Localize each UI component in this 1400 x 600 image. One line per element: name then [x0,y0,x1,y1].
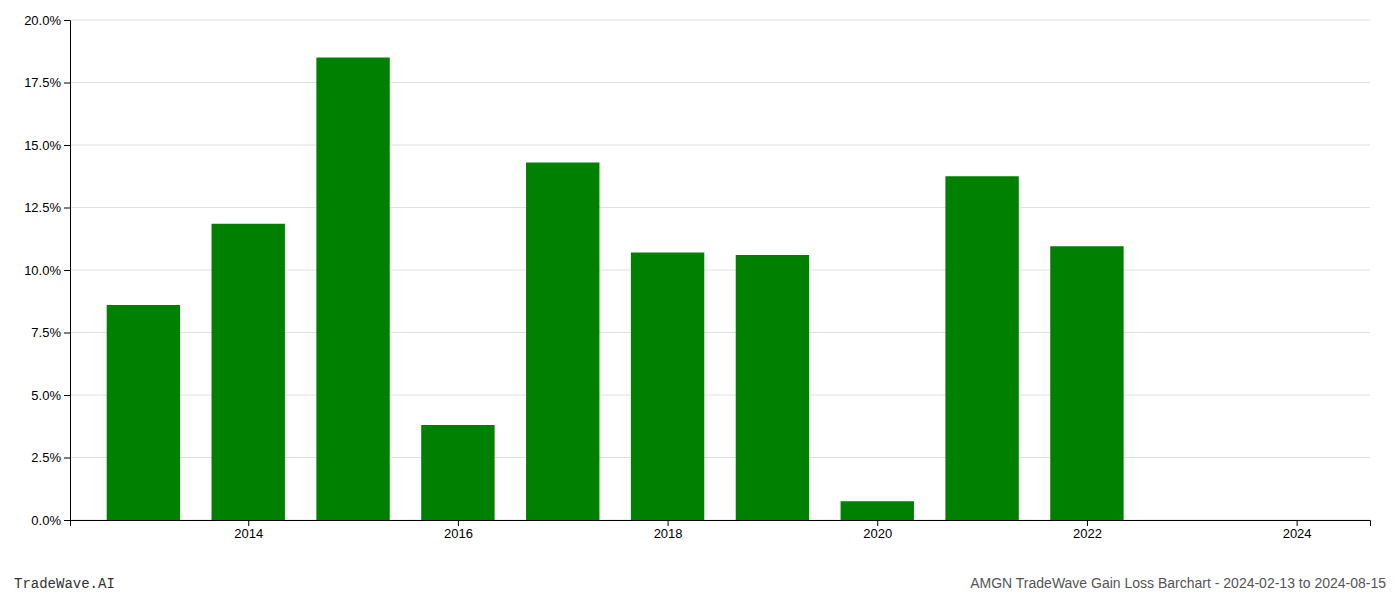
grid-line [70,20,1370,21]
tick-label: 2.5% [31,450,61,465]
tick-mark [1297,520,1298,526]
bar [316,58,389,521]
tick-mark [64,83,70,84]
tick-mark [1087,520,1088,526]
tick-mark [64,458,70,459]
tick-mark [877,520,878,526]
tick-label: 2020 [863,526,892,541]
tick-label: 17.5% [24,75,61,90]
bar [421,425,494,520]
tick-mark [668,520,669,526]
grid-line [70,82,1370,83]
bar [212,224,285,520]
tick-label: 2018 [654,526,683,541]
axis-line [64,21,71,521]
y-tick: 10.0% [24,263,70,278]
grid-line [70,207,1370,208]
y-tick: 17.5% [24,75,70,90]
tick-label: 10.0% [24,263,61,278]
y-tick: 12.5% [24,200,70,215]
y-tick: 20.0% [24,13,70,28]
tick-mark [64,208,70,209]
tick-label: 2022 [1073,526,1102,541]
x-tick: 2022 [1073,520,1102,541]
tick-label: 0.0% [31,513,61,528]
tick-label: 15.0% [24,138,61,153]
x-tick: 2014 [234,520,263,541]
y-tick: 0.0% [31,513,70,528]
x-axis: 2014 2016 2018 2020 2022 2024 [71,520,1371,541]
bars [107,58,1124,521]
tick-mark [458,520,459,526]
y-tick: 15.0% [24,138,70,153]
x-tick: 2016 [444,520,473,541]
bar [631,253,704,521]
tick-label: 20.0% [24,13,61,28]
tick-label: 2024 [1283,526,1312,541]
bar [526,163,599,521]
bar [945,176,1018,520]
x-tick: 2020 [863,520,892,541]
grid-line [70,145,1370,146]
tick-mark [64,145,70,146]
tick-mark [64,333,70,334]
footer-right: AMGN TradeWave Gain Loss Barchart - 2024… [970,575,1386,591]
axis-line [71,521,1371,527]
tick-mark [64,270,70,271]
grid [70,20,1370,520]
y-tick: 7.5% [31,325,70,340]
bar [1050,246,1123,520]
footer-left: TradeWave.AI [14,576,115,592]
tick-mark [64,395,70,396]
tick-mark [64,20,70,21]
chart: 2014 2016 2018 2020 2022 2024 0.0% 2.5% 5.0% 7.5%… [0,0,1400,600]
tick-label: 7.5% [31,325,61,340]
y-tick: 5.0% [31,388,70,403]
y-tick: 2.5% [31,450,70,465]
tick-label: 2016 [444,526,473,541]
bar [841,501,914,520]
tick-mark [64,520,70,521]
plot: 2014 2016 2018 2020 2022 2024 0.0% 2.5% 5.0% 7.5%… [24,13,1370,542]
tick-label: 5.0% [31,388,61,403]
x-tick: 2024 [1283,520,1312,541]
tick-mark [248,520,249,526]
tick-label: 2014 [234,526,263,541]
y-axis: 0.0% 2.5% 5.0% 7.5% 10.0% 12.5% 15.0% 17.5% 20.0… [24,13,70,528]
bar [107,305,180,520]
tick-label: 12.5% [24,200,61,215]
x-tick: 2018 [654,520,683,541]
bar [736,255,809,520]
